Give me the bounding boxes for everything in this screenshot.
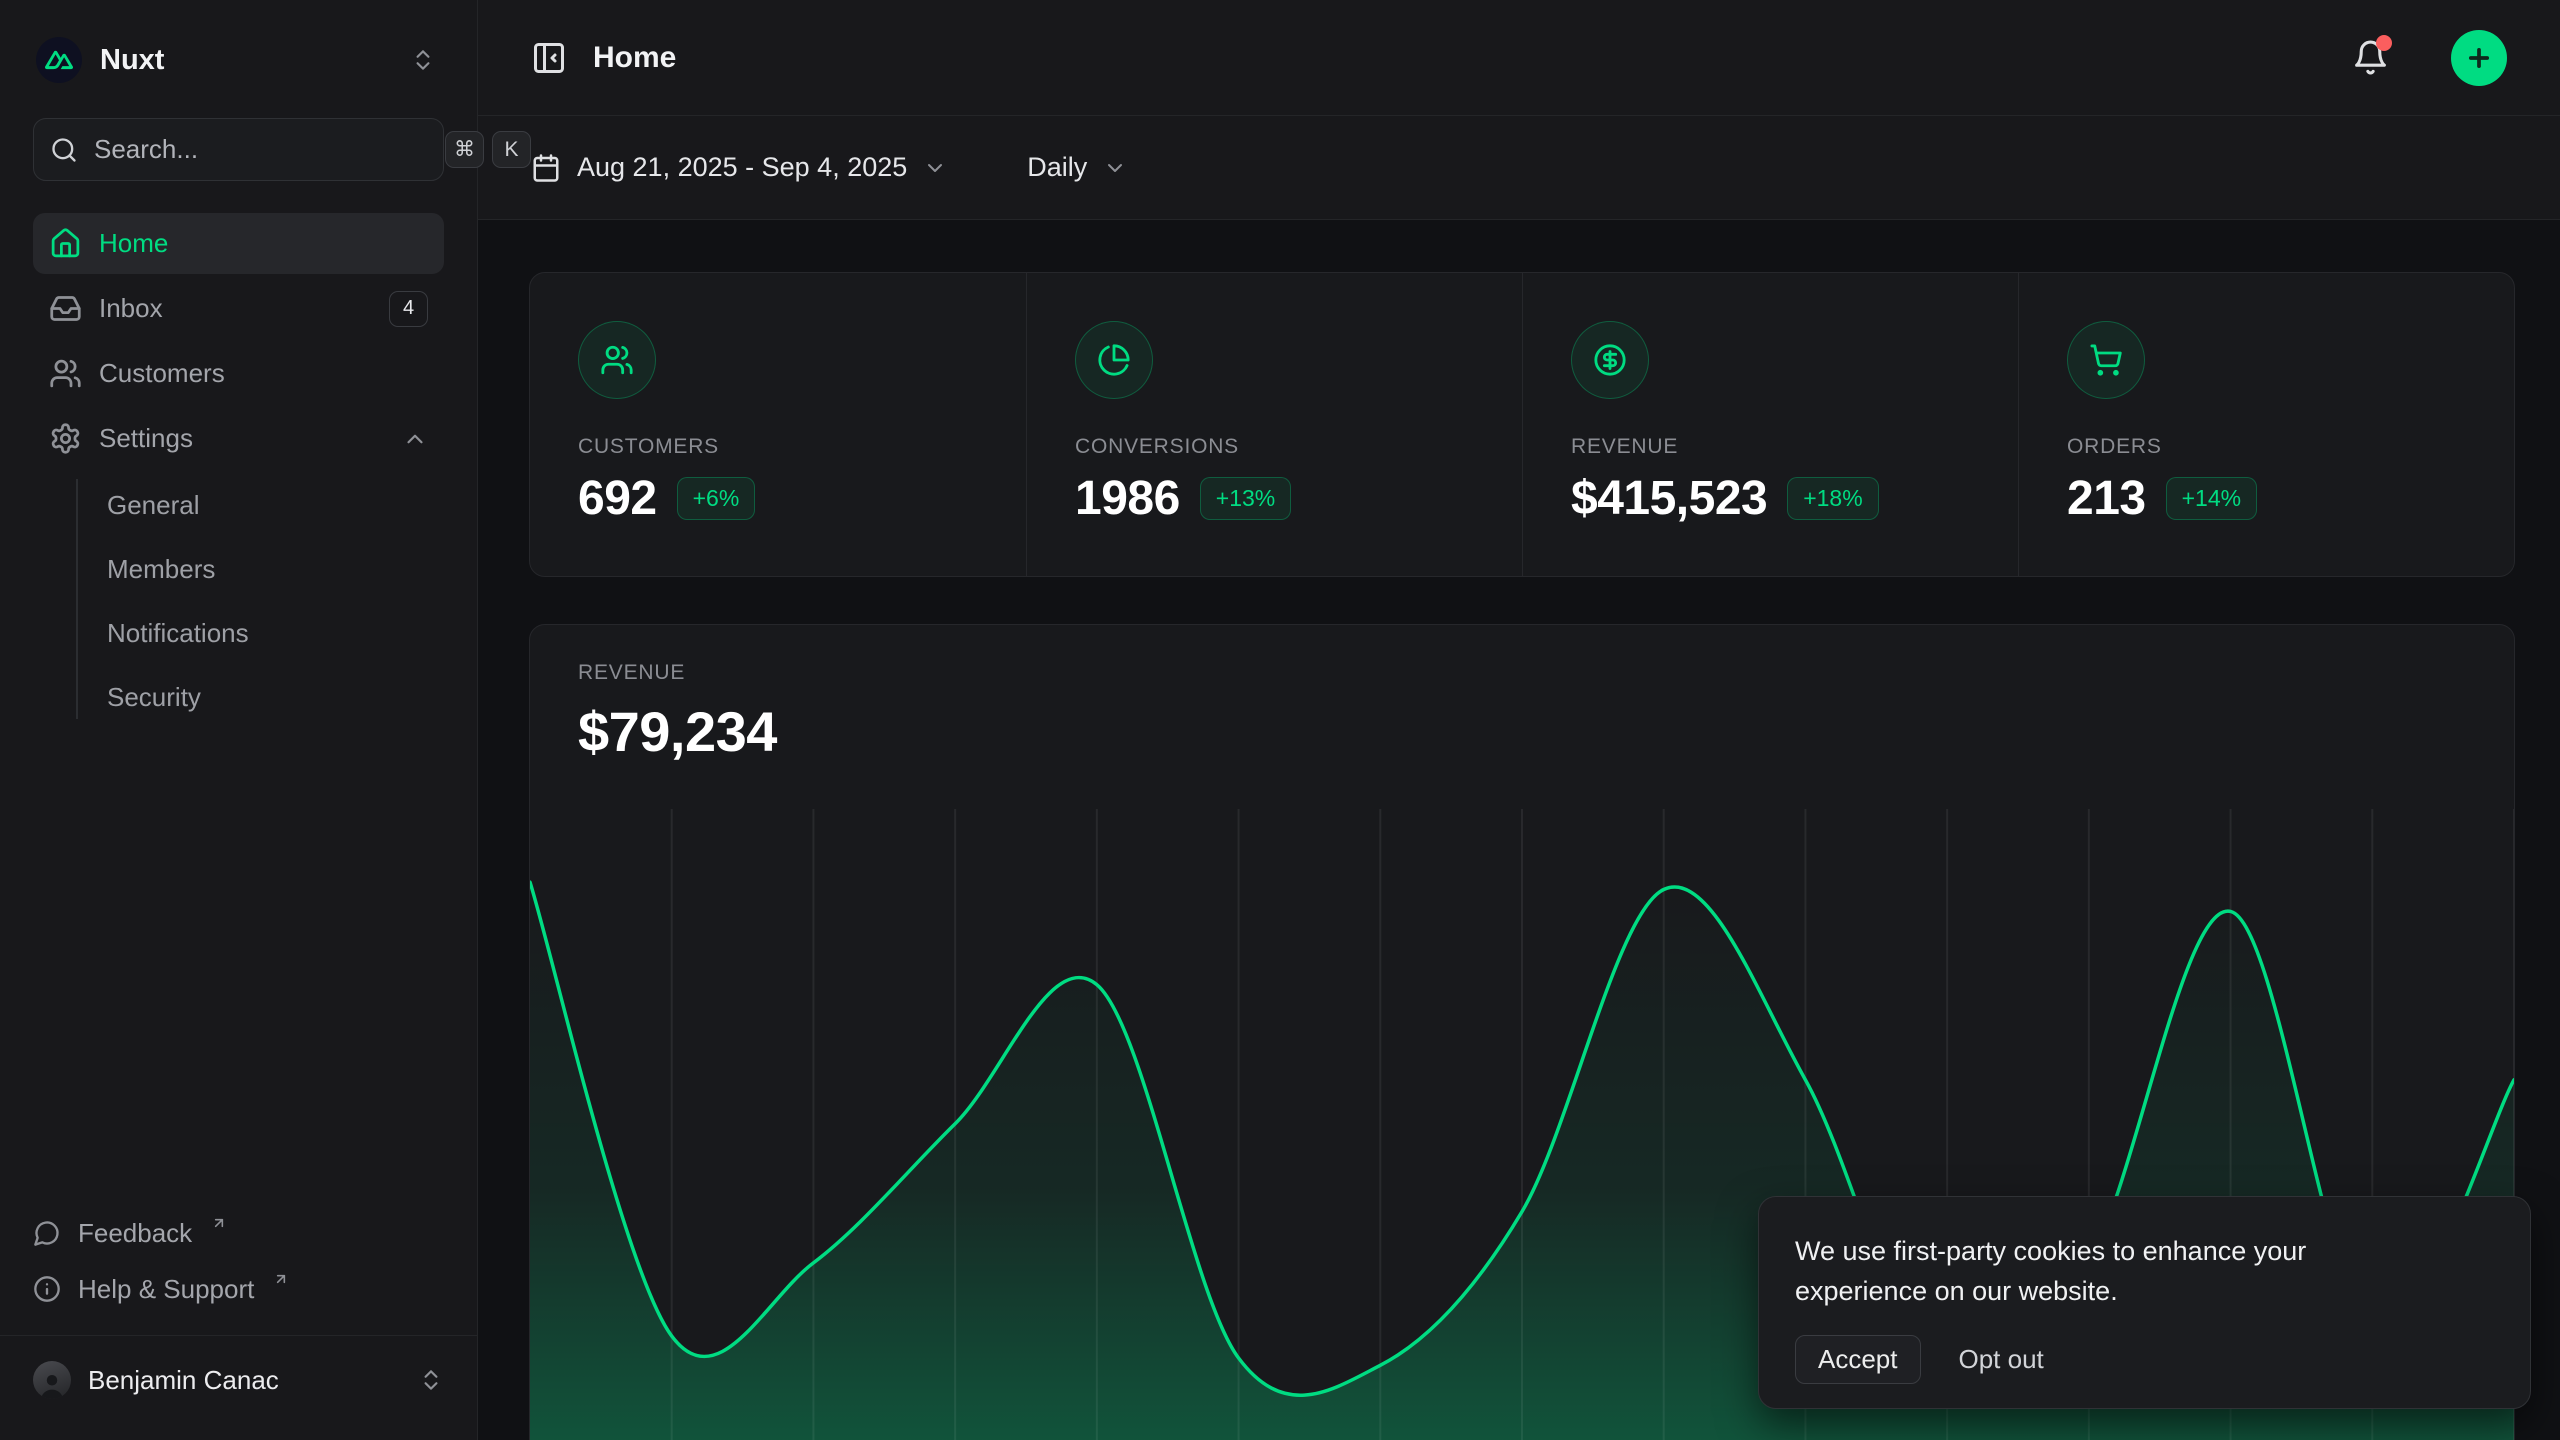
workspace-switcher[interactable]: Nuxt (33, 24, 444, 96)
filters-toolbar: Aug 21, 2025 - Sep 4, 2025 Daily (478, 116, 2560, 220)
stat-delta-badge: +14% (2165, 477, 2258, 520)
subnav-label: Notifications (107, 617, 249, 648)
stat-value: 213 (2067, 472, 2146, 525)
sidebar-item-notifications[interactable]: Notifications (107, 601, 444, 665)
chevron-down-icon (1103, 156, 1127, 180)
date-range-picker[interactable]: Aug 21, 2025 - Sep 4, 2025 (531, 152, 947, 183)
stat-value: 692 (578, 472, 657, 525)
footer-link-label: Feedback (78, 1217, 193, 1248)
page-title: Home (593, 40, 677, 74)
user-name: Benjamin Canac (88, 1364, 279, 1395)
opt-out-button[interactable]: Opt out (1958, 1344, 2044, 1374)
gear-icon (49, 422, 82, 455)
date-range-value: Aug 21, 2025 - Sep 4, 2025 (577, 152, 908, 182)
subnav-label: Members (107, 553, 216, 584)
add-button[interactable] (2451, 29, 2507, 86)
external-link-icon (211, 1215, 227, 1231)
stat-card-conversions[interactable]: CONVERSIONS 1986 +13% (1026, 273, 1522, 576)
notifications-button[interactable] (2352, 35, 2392, 76)
subnav-guide-line (76, 479, 78, 719)
pie-chart-icon (1075, 321, 1153, 399)
subnav-label: Security (107, 681, 201, 712)
stat-card-customers[interactable]: CUSTOMERS 692 +6% (530, 273, 1026, 576)
inbox-count-badge: 4 (389, 290, 428, 327)
stat-label: ORDERS (2067, 435, 2162, 458)
settings-subnav: General Members Notifications Security (33, 473, 444, 729)
stats-panel: CUSTOMERS 692 +6% CONVERSIONS 1986 +13% (529, 272, 2515, 577)
feedback-link[interactable]: Feedback (33, 1205, 444, 1261)
subnav-label: General (107, 489, 200, 520)
sidebar-item-label: Settings (99, 423, 193, 453)
sidebar-nav: Home Inbox 4 Customers Settings (33, 213, 444, 729)
sidebar-item-settings[interactable]: Settings (33, 408, 444, 469)
kbd-meta: ⌘ (445, 131, 484, 168)
stat-delta-badge: +13% (1199, 477, 1292, 520)
sidebar-item-label: Inbox (99, 293, 163, 323)
stat-delta-badge: +6% (676, 477, 756, 520)
sidebar-item-home[interactable]: Home (33, 213, 444, 274)
notification-dot (2376, 35, 2392, 51)
users-icon (49, 357, 82, 390)
accept-button[interactable]: Accept (1795, 1335, 1921, 1384)
sidebar-item-security[interactable]: Security (107, 665, 444, 729)
kbd-k: K (492, 131, 531, 168)
sidebar-item-members[interactable]: Members (107, 537, 444, 601)
shopping-cart-icon (2067, 321, 2145, 399)
search-shortcut: ⌘ K (445, 131, 531, 168)
page-header: Home (478, 0, 2560, 116)
users-icon (578, 321, 656, 399)
period-select[interactable]: Daily (1027, 152, 1127, 183)
stat-card-orders[interactable]: ORDERS 213 +14% (2018, 273, 2514, 576)
chevron-up-icon (402, 426, 428, 452)
chevrons-up-down-icon (418, 1367, 444, 1393)
sidebar-footer: Feedback Help & Support Benjamin Canac (0, 1205, 478, 1440)
sidebar-item-label: Customers (99, 358, 225, 388)
avatar (33, 1361, 71, 1399)
search-input[interactable] (94, 134, 429, 165)
search-field[interactable]: ⌘ K (33, 118, 531, 181)
cookie-message: We use first-party cookies to enhance yo… (1795, 1236, 2307, 1306)
external-link-icon (273, 1271, 289, 1287)
cookie-banner: We use first-party cookies to enhance yo… (1758, 1196, 2531, 1409)
chevron-down-icon (923, 156, 947, 180)
message-circle-icon (33, 1219, 61, 1247)
calendar-icon (531, 153, 561, 183)
user-menu[interactable]: Benjamin Canac (33, 1336, 444, 1424)
stat-value: $415,523 (1571, 472, 1768, 525)
chevrons-up-down-icon (410, 47, 436, 73)
footer-link-label: Help & Support (78, 1273, 255, 1304)
stat-delta-badge: +18% (1787, 477, 1879, 520)
revenue-chart-label: REVENUE (578, 661, 686, 684)
sidebar-item-customers[interactable]: Customers (33, 343, 444, 404)
workspace-name: Nuxt (100, 43, 165, 76)
sidebar-item-label: Home (99, 228, 169, 258)
inbox-icon (49, 292, 82, 325)
stat-label: CUSTOMERS (578, 435, 719, 458)
search-icon (50, 136, 78, 164)
nuxt-logo-icon (36, 37, 82, 83)
sidebar-item-inbox[interactable]: Inbox 4 (33, 278, 444, 339)
dollar-circle-icon (1571, 321, 1649, 399)
revenue-chart-value: $79,234 (578, 700, 777, 763)
bell-icon (2355, 40, 2386, 75)
stat-card-revenue[interactable]: REVENUE $415,523 +18% (1522, 273, 2018, 576)
plus-icon (2468, 47, 2490, 68)
sidebar-divider (0, 1335, 478, 1336)
info-circle-icon (33, 1275, 61, 1303)
help-support-link[interactable]: Help & Support (33, 1261, 444, 1317)
stat-label: REVENUE (1571, 435, 1679, 458)
period-value: Daily (1027, 152, 1088, 182)
sidebar: Nuxt ⌘ K Home Inbox 4 (0, 0, 531, 1440)
stat-label: CONVERSIONS (1075, 435, 1239, 458)
sidebar-collapse-icon[interactable] (531, 40, 567, 76)
sidebar-item-general[interactable]: General (107, 473, 444, 537)
house-icon (49, 227, 82, 260)
stat-value: 1986 (1075, 472, 1180, 525)
